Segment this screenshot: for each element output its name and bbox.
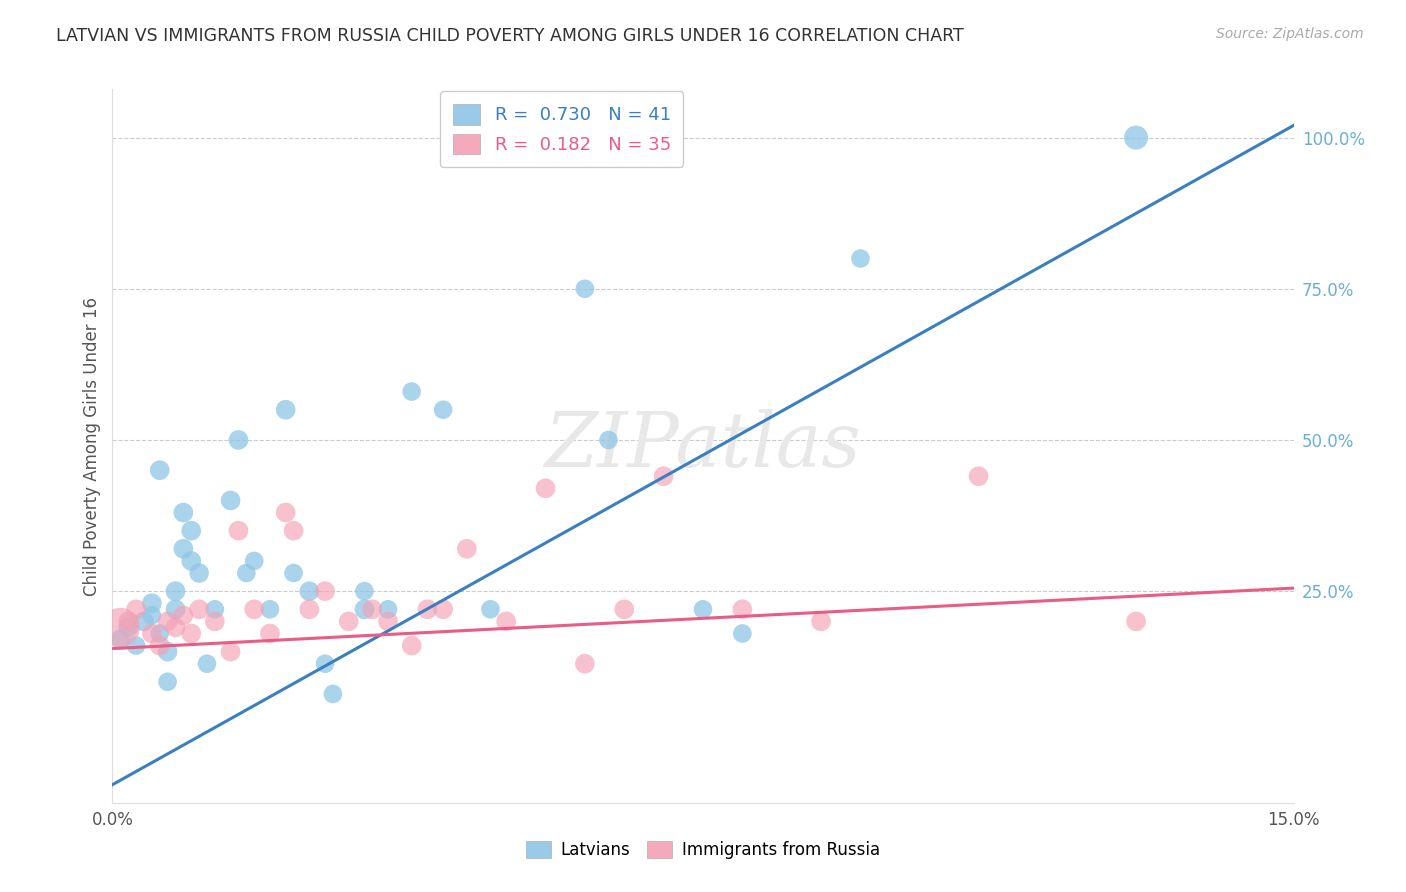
Point bbox=[314, 584, 336, 599]
Point bbox=[188, 602, 211, 616]
Point bbox=[495, 615, 517, 629]
Point bbox=[172, 541, 194, 556]
Point bbox=[534, 481, 557, 495]
Point bbox=[298, 602, 321, 616]
Point bbox=[188, 566, 211, 580]
Point bbox=[141, 626, 163, 640]
Point bbox=[692, 602, 714, 616]
Point bbox=[172, 608, 194, 623]
Legend: Latvians, Immigrants from Russia: Latvians, Immigrants from Russia bbox=[519, 834, 887, 866]
Point bbox=[1125, 615, 1147, 629]
Point bbox=[361, 602, 384, 616]
Point bbox=[283, 566, 305, 580]
Point bbox=[967, 469, 990, 483]
Point bbox=[156, 674, 179, 689]
Point bbox=[401, 639, 423, 653]
Point bbox=[110, 632, 132, 647]
Point bbox=[156, 645, 179, 659]
Point bbox=[416, 602, 439, 616]
Point bbox=[259, 626, 281, 640]
Point bbox=[149, 639, 172, 653]
Point bbox=[141, 608, 163, 623]
Point bbox=[353, 602, 375, 616]
Point bbox=[731, 602, 754, 616]
Text: Source: ZipAtlas.com: Source: ZipAtlas.com bbox=[1216, 27, 1364, 41]
Text: LATVIAN VS IMMIGRANTS FROM RUSSIA CHILD POVERTY AMONG GIRLS UNDER 16 CORRELATION: LATVIAN VS IMMIGRANTS FROM RUSSIA CHILD … bbox=[56, 27, 965, 45]
Point bbox=[125, 602, 148, 616]
Point bbox=[652, 469, 675, 483]
Point bbox=[353, 584, 375, 599]
Point bbox=[180, 626, 202, 640]
Point bbox=[598, 433, 620, 447]
Point bbox=[156, 615, 179, 629]
Point bbox=[613, 602, 636, 616]
Point bbox=[204, 602, 226, 616]
Point bbox=[322, 687, 344, 701]
Point bbox=[849, 252, 872, 266]
Point bbox=[117, 615, 139, 629]
Point bbox=[165, 602, 187, 616]
Y-axis label: Child Poverty Among Girls Under 16: Child Poverty Among Girls Under 16 bbox=[83, 296, 101, 596]
Point bbox=[401, 384, 423, 399]
Point bbox=[731, 626, 754, 640]
Point bbox=[180, 524, 202, 538]
Point bbox=[574, 282, 596, 296]
Point bbox=[141, 596, 163, 610]
Point bbox=[377, 615, 399, 629]
Point bbox=[274, 402, 297, 417]
Point bbox=[243, 602, 266, 616]
Point bbox=[125, 639, 148, 653]
Point bbox=[298, 584, 321, 599]
Point bbox=[314, 657, 336, 671]
Point bbox=[219, 493, 242, 508]
Point bbox=[132, 615, 155, 629]
Point bbox=[337, 615, 360, 629]
Point bbox=[432, 402, 454, 417]
Point bbox=[574, 657, 596, 671]
Point bbox=[204, 615, 226, 629]
Point bbox=[110, 620, 132, 634]
Point bbox=[117, 620, 139, 634]
Point bbox=[172, 506, 194, 520]
Point bbox=[274, 506, 297, 520]
Point bbox=[195, 657, 218, 671]
Point bbox=[180, 554, 202, 568]
Point bbox=[219, 645, 242, 659]
Point bbox=[810, 615, 832, 629]
Point bbox=[259, 602, 281, 616]
Point bbox=[456, 541, 478, 556]
Point bbox=[228, 524, 250, 538]
Point bbox=[377, 602, 399, 616]
Point bbox=[479, 602, 502, 616]
Point bbox=[1125, 130, 1147, 145]
Point bbox=[283, 524, 305, 538]
Point bbox=[165, 584, 187, 599]
Point bbox=[228, 433, 250, 447]
Point bbox=[235, 566, 257, 580]
Point bbox=[165, 620, 187, 634]
Point bbox=[149, 463, 172, 477]
Point bbox=[432, 602, 454, 616]
Point bbox=[149, 626, 172, 640]
Text: ZIPatlas: ZIPatlas bbox=[544, 409, 862, 483]
Point bbox=[243, 554, 266, 568]
